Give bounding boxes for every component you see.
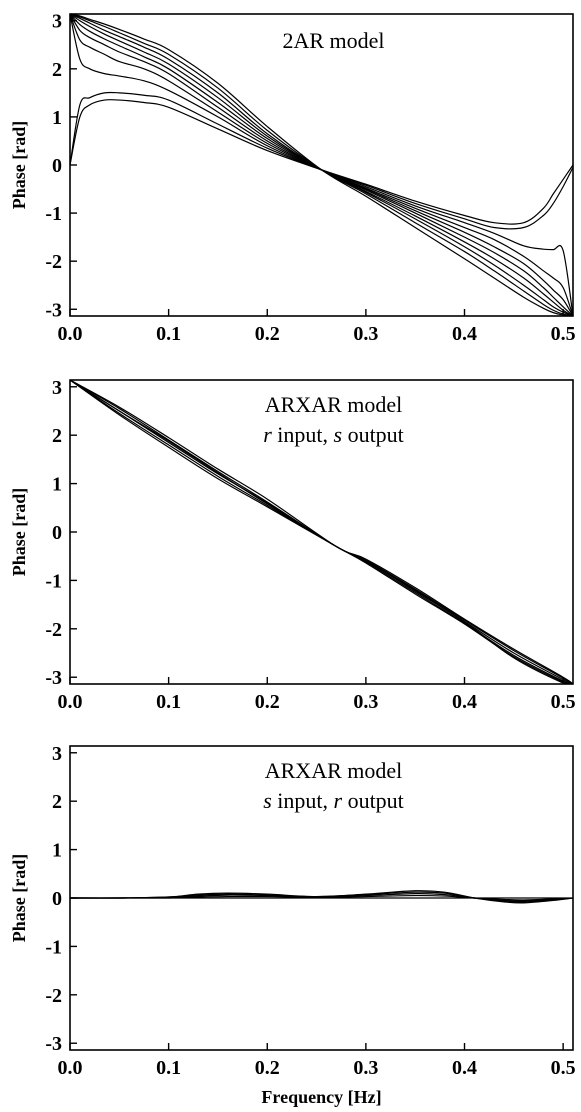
x-tick-label: 0.1 [156, 1057, 181, 1079]
y-tick-label: 3 [52, 377, 62, 399]
y-tick-label: 2 [52, 425, 62, 447]
chart-subtitle: r input, s output [263, 422, 404, 447]
x-axis-label: Frequency [Hz] [261, 1087, 381, 1107]
chart-title: 2AR model [282, 28, 384, 53]
chart-subtitle-part: output [342, 788, 404, 813]
y-tick-label: 0 [52, 155, 62, 177]
y-axis-label: Phase [rad] [9, 854, 29, 943]
x-tick-label: 0.3 [353, 691, 378, 713]
series-line-1 [70, 99, 573, 225]
y-tick-label: 3 [52, 743, 62, 765]
x-tick-label: 0.0 [58, 691, 83, 713]
x-tick-label: 0.5 [551, 1057, 576, 1079]
chart-subtitle-part: input, [272, 788, 334, 813]
y-tick-label: 0 [52, 522, 62, 544]
series-line-10 [70, 14, 573, 316]
x-tick-label: 0.0 [58, 1057, 83, 1079]
series-line-3 [70, 14, 573, 316]
x-tick-label: 0.5 [551, 323, 576, 345]
y-tick-label: -1 [45, 203, 62, 225]
series-line-2 [70, 91, 573, 230]
y-tick-label: -1 [45, 936, 62, 958]
series-line-3 [70, 893, 573, 902]
y-axis-label: Phase [rad] [9, 488, 29, 577]
chart-panel-2: 3 2 1 0 -1 -2 -30.0 0.1 0.2 0.3 0.4 0.5 Phase [rad] A… [9, 377, 576, 713]
y-tick-label: -3 [45, 667, 62, 689]
series-line-5 [70, 14, 573, 316]
y-tick-label: 1 [52, 107, 62, 129]
chart-subtitle-part: r [334, 788, 343, 813]
x-tick-label: 0.4 [452, 323, 477, 345]
x-tick-label: 0.0 [58, 323, 83, 345]
x-tick-label: 0.2 [255, 691, 280, 713]
y-tick-label: 2 [52, 791, 62, 813]
chart-subtitle-part: input, [272, 422, 334, 447]
series-line-4 [70, 14, 573, 316]
chart-subtitle-part: s [263, 788, 272, 813]
chart-panel-3: 3 2 1 0 -1 -2 -30.0 0.1 0.2 0.3 0.4 0.5 Phase [rad] F… [9, 743, 576, 1107]
series-line-9 [70, 14, 573, 316]
y-tick-label: 1 [52, 474, 62, 496]
y-tick-label: 2 [52, 59, 62, 81]
y-tick-label: 0 [52, 888, 62, 910]
x-tick-label: 0.3 [353, 323, 378, 345]
y-tick-label: -3 [45, 1033, 62, 1055]
x-tick-label: 0.2 [255, 1057, 280, 1079]
series-line-7 [70, 14, 573, 316]
series-line-6 [70, 380, 573, 684]
y-tick-label: -3 [45, 299, 62, 321]
plot-frame [69, 13, 574, 317]
y-tick-label: 1 [52, 840, 62, 862]
chart-title: ARXAR model [265, 392, 403, 417]
chart-title: ARXAR model [265, 758, 403, 783]
chart-panel-1: 3 2 1 0 -1 -2 -30.0 0.1 0.2 0.3 0.4 0.5 Phase [rad] 2… [9, 11, 576, 345]
y-tick-label: -1 [45, 570, 62, 592]
x-tick-label: 0.4 [452, 691, 477, 713]
x-tick-label: 0.1 [156, 691, 181, 713]
x-tick-label: 0.2 [255, 323, 280, 345]
x-tick-label: 0.1 [156, 323, 181, 345]
chart-subtitle-part: r [263, 422, 272, 447]
y-tick-label: -2 [45, 985, 62, 1007]
y-tick-label: 3 [52, 11, 62, 33]
series-line-6 [70, 14, 573, 316]
y-axis-label: Phase [rad] [9, 121, 29, 210]
y-tick-label: -2 [45, 619, 62, 641]
series-line-8 [70, 14, 573, 316]
x-tick-label: 0.3 [353, 1057, 378, 1079]
chart-subtitle-part: s [334, 422, 343, 447]
x-tick-label: 0.5 [551, 691, 576, 713]
series-line-2 [70, 891, 573, 903]
y-tick-label: -2 [45, 251, 62, 273]
chart-subtitle: s input, r output [263, 788, 404, 813]
chart-subtitle-part: output [342, 422, 404, 447]
x-tick-label: 0.4 [452, 1057, 477, 1079]
